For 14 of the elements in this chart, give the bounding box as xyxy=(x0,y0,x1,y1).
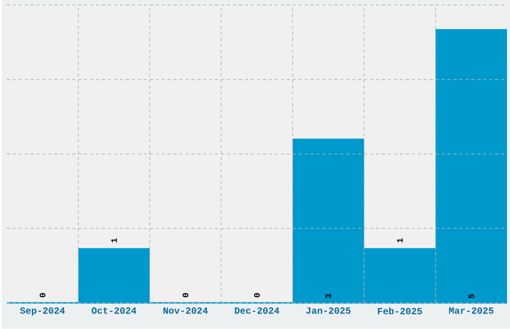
data-label: 0 xyxy=(182,293,188,298)
x-tick-label: Feb-2025 xyxy=(378,308,422,314)
x-tick-label: Dec-2024 xyxy=(234,308,280,314)
data-label: 1 xyxy=(111,238,117,242)
x-tick-label: Sep-2024 xyxy=(20,308,65,316)
data-label: 3 xyxy=(325,294,332,298)
x-tick-label: Mar-2025 xyxy=(449,308,494,314)
data-label: 0 xyxy=(254,293,260,298)
data-label: 1 xyxy=(397,238,403,242)
x-tick-label: Oct-2024 xyxy=(92,308,136,314)
data-label: 0 xyxy=(40,293,46,298)
x-tick-label: Jan-2025 xyxy=(306,308,351,314)
data-label: 5 xyxy=(468,294,474,298)
x-tick-label: Nov-2024 xyxy=(163,308,208,314)
